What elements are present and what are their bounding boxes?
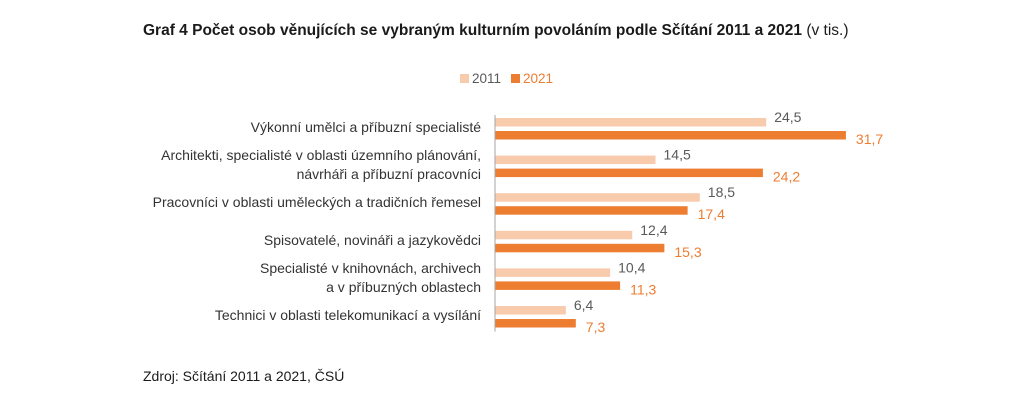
- data-label-2021: 31,7: [856, 131, 883, 147]
- source-note: Zdroj: Sčítání 2011 a 2021, ČSÚ: [143, 368, 345, 384]
- chart-title-unit: (v tis.): [806, 22, 849, 39]
- legend-item-2011: 2011: [460, 71, 501, 86]
- legend-item-2021: 2021: [511, 71, 553, 86]
- bar-2011: [495, 193, 700, 202]
- data-label-2021: 17,4: [698, 206, 725, 222]
- category-label: Pracovníci v oblasti uměleckých a tradič…: [152, 194, 481, 211]
- legend: 2011 2021: [460, 71, 553, 86]
- category-label: Spisovatelé, novináři a jazykovědci: [263, 231, 481, 248]
- legend-swatch-2011: [460, 74, 469, 83]
- bar-2021: [495, 206, 688, 215]
- bar-2021: [495, 131, 846, 140]
- legend-swatch-2021: [511, 74, 521, 83]
- chart-title-text: Graf 4 Počet osob věnujících se vybraným…: [143, 22, 802, 39]
- bar-2021: [495, 243, 665, 253]
- data-label-2021: 11,3: [630, 281, 656, 297]
- data-label-2011: 24,5: [774, 109, 801, 125]
- category-label: Specialisté v knihovnách, archivech a v …: [259, 259, 481, 295]
- bar-2011: [495, 230, 633, 240]
- bar-2021: [495, 319, 576, 328]
- data-label-2011: 10,4: [618, 259, 645, 275]
- data-label-2011: 18,5: [708, 184, 735, 200]
- data-label-2021: 15,3: [674, 244, 701, 260]
- bar-2021: [495, 168, 763, 178]
- category-label: Výkonní umělci a příbuzní specialisté: [250, 119, 481, 135]
- data-label-2011: 14,5: [664, 147, 691, 163]
- data-label-2021: 7,3: [586, 319, 606, 335]
- chart-title: Graf 4 Počet osob věnujících se vybraným…: [143, 22, 849, 40]
- bar-2011: [495, 118, 767, 127]
- bar-2011: [495, 268, 611, 277]
- bar-2021: [495, 281, 621, 290]
- category-label: Architekti, specialisté v oblasti územní…: [161, 147, 481, 183]
- legend-label-2011: 2011: [472, 71, 502, 86]
- data-label-2011: 6,4: [574, 297, 594, 313]
- bar-2011: [495, 155, 656, 165]
- category-label: Technici v oblasti telekomunikací a vysí…: [214, 307, 481, 323]
- legend-label-2021: 2021: [523, 71, 554, 86]
- data-label-2011: 12,4: [640, 222, 667, 238]
- bar-2011: [495, 306, 566, 315]
- data-label-2021: 24,2: [773, 169, 800, 185]
